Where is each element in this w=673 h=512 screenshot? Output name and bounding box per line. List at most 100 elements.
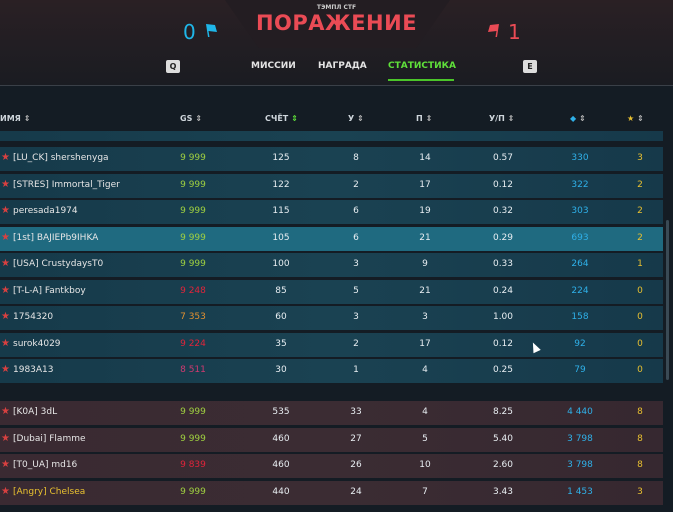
col-label: СЧЁТ [265,114,289,123]
col-kd[interactable]: У/П ⇕ [489,114,515,123]
crystals: 264 [571,259,589,269]
kills: 8 [353,153,359,163]
table-row[interactable]: ★ [LU_CK] shershenyga 9 999 125 8 14 0.57 330 3 [0,147,663,171]
col-label: П [416,114,423,123]
rank-icon: ★ [1,364,10,375]
scrollbar[interactable] [666,220,669,380]
score: 125 [272,153,290,163]
crystals: 79 [574,365,586,375]
col-deaths[interactable]: П ⇕ [416,114,432,123]
rank-icon: ★ [1,337,10,349]
kills: 2 [353,179,359,190]
col-label: GS [180,114,193,123]
table-row[interactable]: ★ [1st] BAJIEPb9IHKA 9 999 105 6 21 0.29 693 2 [0,226,663,251]
match-header: ТЭМПЛ CTF ПОРАЖЕНИЕ 0 1 [0,0,673,86]
player-name: [LU_CK] shershenyga [13,153,109,163]
score: 535 [272,407,290,417]
score: 105 [272,232,290,243]
crystals: 330 [571,153,589,163]
next-tab-key[interactable]: E [523,60,537,73]
gear-score: 9 999 [180,259,206,269]
crystals: 3 798 [567,460,593,470]
col-crystals[interactable]: ◆ ⇕ [570,114,586,123]
deaths: 7 [422,486,428,497]
gear-score: 9 224 [180,338,206,349]
player-name: [STRES] Immortal_Tiger [13,179,120,190]
kd-ratio: 1.00 [492,312,514,322]
col-name[interactable]: ИМЯ ⇕ [0,114,31,123]
score: 35 [275,338,287,349]
blue-flag-icon [206,24,217,37]
score: 115 [272,206,290,216]
col-kills[interactable]: У ⇕ [348,114,364,123]
table-row[interactable]: ★ peresada1974 9 999 115 6 19 0.32 303 2 [0,200,663,224]
table-row[interactable]: ★ [STRES] Immortal_Tiger 9 999 122 2 17 0.12 32… [0,173,663,198]
crystal-icon: ◆ [570,114,577,123]
player-name: [T0_UA] md16 [13,460,78,470]
prev-tab-key[interactable]: Q [166,60,180,73]
col-stars[interactable]: ★ ⇕ [627,114,644,123]
red-team-score: 1 [508,20,521,44]
table-row[interactable]: ★ [USA] CrustydaysT0 9 999 100 3 9 0.33 264 1 [0,253,663,277]
stars: 2 [637,206,643,216]
rank-icon: ★ [1,311,10,322]
kd-ratio: 0.29 [492,232,514,243]
tab-statistics[interactable]: СТАТИСТИКА [388,61,456,71]
active-tab-underline [388,79,454,81]
col-gs[interactable]: GS ⇕ [180,114,202,123]
stars: 8 [637,460,643,470]
table-row[interactable]: ★ 1754320 7 353 60 3 3 1.00 158 0 [0,306,663,330]
table-row[interactable]: ★ [Dubai] Flamme 9 999 460 27 5 5.40 3 798 8 [0,427,663,452]
sort-active-icon: ⇕ [291,114,298,123]
kills: 27 [350,433,362,444]
game-mode: ТЭМПЛ CTF [316,4,357,11]
sort-icon: ⇕ [579,114,586,123]
sort-icon: ⇕ [23,114,31,123]
rank-icon: ★ [1,485,10,497]
stars: 0 [637,285,643,296]
table-row[interactable]: ★ 1983A13 8 511 30 1 4 0.25 79 0 [0,359,663,383]
stars: 0 [637,365,643,375]
kills: 6 [353,206,359,216]
blue-team-score: 0 [183,20,196,44]
rank-icon: ★ [1,178,10,190]
gear-score: 9 999 [180,179,206,190]
col-score[interactable]: СЧЁТ ⇕ [265,114,298,123]
table-row[interactable]: ★ [K0A] 3dL 9 999 535 33 4 8.25 4 440 8 [0,401,663,425]
player-name: peresada1974 [13,206,78,216]
gear-score: 7 353 [180,312,206,322]
score: 85 [275,285,287,296]
tab-missions[interactable]: МИССИИ [251,61,296,71]
crystals: 303 [571,206,589,216]
rank-icon: ★ [1,459,10,470]
tab-reward[interactable]: НАГРАДА [318,61,367,71]
gear-score: 9 839 [180,460,206,470]
kd-ratio: 0.12 [492,338,514,349]
kd-ratio: 2.60 [492,460,514,470]
star-icon: ★ [627,114,635,123]
sort-icon: ⇕ [637,114,644,123]
player-name: [Angry] Chelsea [13,486,86,497]
crystals: 224 [571,285,589,296]
rank-icon: ★ [1,258,10,269]
table-row[interactable]: ★ [T0_UA] md16 9 839 460 26 10 2.60 3 798 8 [0,454,663,478]
crystals: 158 [571,312,589,322]
crystals: 4 440 [567,407,593,417]
sort-icon: ⇕ [357,114,364,123]
rank-icon: ★ [1,284,10,296]
player-name: [T-L-A] Fantkboy [13,285,86,296]
kills: 1 [353,365,359,375]
deaths: 3 [422,312,428,322]
header-plate [225,0,450,48]
col-label: У [348,114,355,123]
table-row[interactable]: ★ [Angry] Chelsea 9 999 440 24 7 3.43 1 453 3 [0,480,663,505]
player-name: 1754320 [13,312,54,322]
crystals: 1 453 [567,486,593,497]
crystals: 322 [571,179,589,190]
table-row[interactable]: ★ surok4029 9 224 35 2 17 0.12 92 0 [0,332,663,357]
stars: 1 [637,259,643,269]
red-flag-icon [488,24,499,37]
score: 460 [272,460,290,470]
match-result: ПОРАЖЕНИЕ [255,11,418,35]
table-row[interactable]: ★ [T-L-A] Fantkboy 9 248 85 5 21 0.24 224 0 [0,279,663,304]
